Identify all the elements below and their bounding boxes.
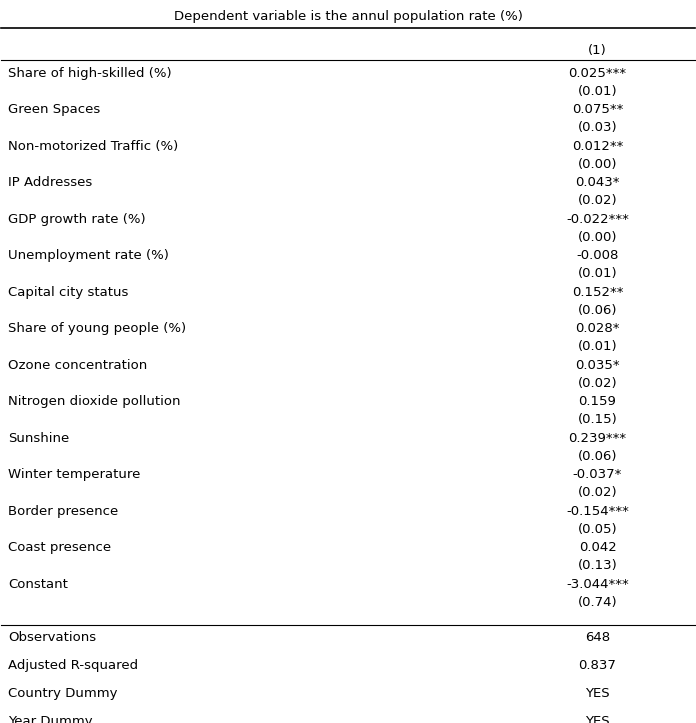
Text: Year Dummy: Year Dummy — [8, 716, 93, 723]
Text: Unemployment rate (%): Unemployment rate (%) — [8, 249, 169, 262]
Text: Non-motorized Traffic (%): Non-motorized Traffic (%) — [8, 140, 179, 153]
Text: IP Addresses: IP Addresses — [8, 176, 93, 189]
Text: (0.01): (0.01) — [578, 85, 617, 98]
Text: Observations: Observations — [8, 630, 97, 643]
Text: Capital city status: Capital city status — [8, 286, 129, 299]
Text: 0.025***: 0.025*** — [569, 67, 626, 80]
Text: -0.008: -0.008 — [576, 249, 619, 262]
Text: (0.02): (0.02) — [578, 377, 617, 390]
Text: (0.02): (0.02) — [578, 487, 617, 500]
Text: (0.01): (0.01) — [578, 268, 617, 281]
Text: (0.01): (0.01) — [578, 341, 617, 354]
Text: (0.06): (0.06) — [578, 450, 617, 463]
Text: (0.15): (0.15) — [578, 414, 617, 427]
Text: 648: 648 — [585, 630, 610, 643]
Text: Adjusted R-squared: Adjusted R-squared — [8, 659, 139, 672]
Text: (0.13): (0.13) — [578, 560, 617, 573]
Text: (1): (1) — [588, 44, 607, 57]
Text: -3.044***: -3.044*** — [566, 578, 629, 591]
Text: 0.239***: 0.239*** — [569, 432, 626, 445]
Text: -0.022***: -0.022*** — [566, 213, 629, 226]
Text: (0.05): (0.05) — [578, 523, 617, 536]
Text: 0.152**: 0.152** — [572, 286, 624, 299]
Text: -0.037*: -0.037* — [573, 469, 622, 482]
Text: Ozone concentration: Ozone concentration — [8, 359, 148, 372]
Text: (0.02): (0.02) — [578, 194, 617, 208]
Text: Share of young people (%): Share of young people (%) — [8, 322, 187, 335]
Text: 0.012**: 0.012** — [572, 140, 623, 153]
Text: 0.042: 0.042 — [578, 542, 617, 554]
Text: (0.00): (0.00) — [578, 158, 617, 171]
Text: Country Dummy: Country Dummy — [8, 687, 118, 700]
Text: YES: YES — [585, 716, 610, 723]
Text: 0.075**: 0.075** — [572, 103, 623, 116]
Text: Share of high-skilled (%): Share of high-skilled (%) — [8, 67, 172, 80]
Text: (0.06): (0.06) — [578, 304, 617, 317]
Text: 0.159: 0.159 — [578, 395, 617, 408]
Text: (0.74): (0.74) — [578, 596, 617, 609]
Text: Sunshine: Sunshine — [8, 432, 70, 445]
Text: 0.035*: 0.035* — [576, 359, 620, 372]
Text: YES: YES — [585, 687, 610, 700]
Text: 0.837: 0.837 — [578, 659, 617, 672]
Text: (0.03): (0.03) — [578, 121, 617, 134]
Text: GDP growth rate (%): GDP growth rate (%) — [8, 213, 146, 226]
Text: Dependent variable is the annul population rate (%): Dependent variable is the annul populati… — [173, 10, 523, 23]
Text: -0.154***: -0.154*** — [566, 505, 629, 518]
Text: Green Spaces: Green Spaces — [8, 103, 100, 116]
Text: Winter temperature: Winter temperature — [8, 469, 141, 482]
Text: Border presence: Border presence — [8, 505, 118, 518]
Text: 0.028*: 0.028* — [576, 322, 620, 335]
Text: Constant: Constant — [8, 578, 68, 591]
Text: (0.00): (0.00) — [578, 231, 617, 244]
Text: Coast presence: Coast presence — [8, 542, 111, 554]
Text: Nitrogen dioxide pollution: Nitrogen dioxide pollution — [8, 395, 181, 408]
Text: 0.043*: 0.043* — [576, 176, 620, 189]
